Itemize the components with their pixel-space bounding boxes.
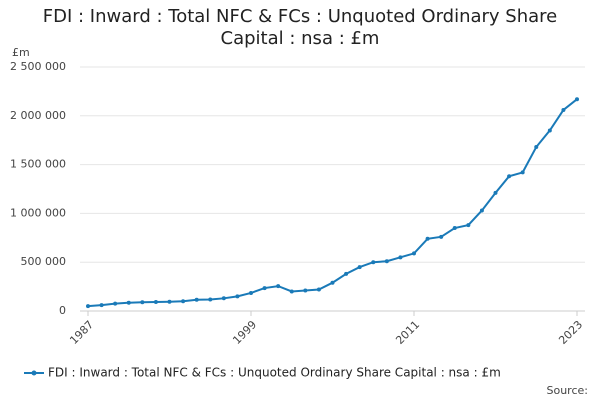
data-point: [167, 299, 172, 304]
data-point: [262, 286, 267, 291]
data-point: [371, 260, 376, 265]
data-point: [249, 290, 253, 295]
data-point: [99, 303, 104, 308]
data-point: [316, 287, 321, 292]
data-point: [126, 300, 131, 305]
y-tick-label: 0: [59, 304, 66, 317]
data-point: [181, 299, 186, 304]
data-point: [425, 236, 430, 241]
data-point: [221, 296, 226, 301]
data-point: [330, 280, 335, 285]
data-point: [534, 145, 539, 150]
data-point: [412, 251, 416, 256]
y-tick-label: 500 000: [21, 255, 67, 268]
data-point: [520, 170, 525, 175]
data-point: [276, 284, 281, 289]
data-point: [439, 234, 444, 239]
data-point: [452, 226, 457, 231]
data-point: [153, 300, 158, 305]
data-point: [507, 174, 512, 179]
data-point: [303, 288, 308, 293]
data-point: [235, 294, 240, 299]
data-point: [493, 190, 498, 195]
y-tick-label: 1 500 000: [10, 158, 66, 171]
data-line: [87, 98, 578, 308]
y-tick-label: 2 500 000: [10, 60, 66, 73]
data-point: [113, 301, 118, 306]
legend-marker: [31, 370, 37, 376]
data-point: [140, 300, 145, 305]
chart-title: FDI : Inward : Total NFC & FCs : Unquote…: [42, 6, 558, 49]
data-point: [398, 255, 403, 260]
data-point: [86, 304, 90, 309]
data-point: [208, 297, 213, 302]
data-point: [357, 265, 362, 270]
x-tick-label: 2023: [556, 318, 585, 347]
y-tick-label: 2 000 000: [10, 109, 66, 122]
data-point: [547, 128, 552, 133]
data-point: [575, 97, 579, 102]
data-point: [479, 208, 484, 213]
data-point: [289, 289, 294, 294]
source: Source:: [547, 384, 589, 397]
y-tick-label: 1 000 000: [10, 206, 66, 219]
data-point: [384, 259, 389, 264]
data-point: [561, 107, 566, 112]
x-tick-label: 2011: [393, 318, 422, 347]
data-point: [466, 223, 471, 228]
data-point: [194, 297, 199, 302]
y-axis-label: £m: [12, 46, 30, 59]
x-tick-label: 1987: [67, 318, 96, 347]
data-point: [344, 271, 349, 276]
x-tick-label: 1999: [230, 318, 259, 347]
legend-label: FDI : Inward : Total NFC & FCs : Unquote…: [48, 366, 501, 380]
